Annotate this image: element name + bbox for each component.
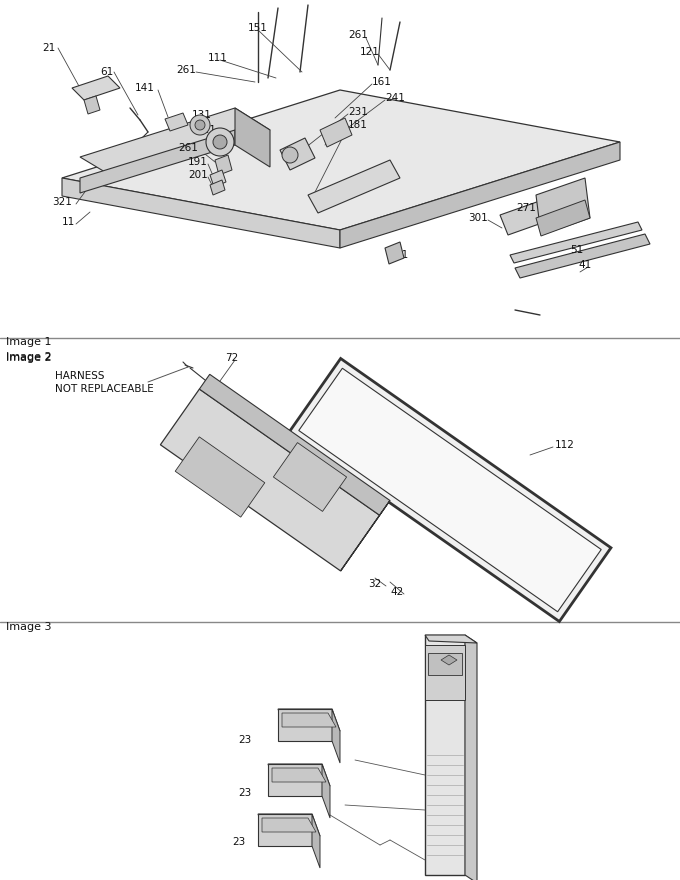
Polygon shape	[278, 709, 340, 731]
Polygon shape	[282, 713, 336, 727]
Text: 51: 51	[570, 245, 583, 255]
Circle shape	[206, 128, 234, 156]
Text: 23: 23	[238, 788, 251, 798]
Polygon shape	[385, 242, 404, 264]
Circle shape	[282, 147, 298, 163]
Polygon shape	[175, 436, 265, 517]
Text: 181: 181	[348, 120, 368, 130]
Polygon shape	[258, 814, 312, 846]
Polygon shape	[210, 170, 226, 187]
Polygon shape	[84, 96, 100, 114]
Text: 23: 23	[232, 837, 245, 847]
Polygon shape	[165, 113, 188, 131]
Polygon shape	[262, 818, 316, 832]
Circle shape	[195, 120, 205, 130]
Polygon shape	[332, 709, 340, 763]
Polygon shape	[268, 764, 322, 796]
Text: 231: 231	[348, 107, 368, 117]
Text: 321: 321	[52, 197, 72, 207]
Text: 112: 112	[555, 440, 575, 450]
Polygon shape	[235, 108, 270, 167]
Text: 72: 72	[225, 353, 238, 363]
Polygon shape	[258, 814, 320, 836]
Text: 221: 221	[196, 125, 216, 135]
Text: HARNESS: HARNESS	[55, 371, 105, 381]
Polygon shape	[280, 138, 315, 170]
Polygon shape	[72, 76, 120, 100]
Text: Image 2: Image 2	[6, 352, 52, 362]
Text: 261: 261	[348, 30, 368, 40]
Text: 261: 261	[178, 143, 198, 153]
Text: 201: 201	[188, 170, 208, 180]
Text: 121: 121	[360, 47, 380, 57]
Text: 42: 42	[390, 587, 403, 597]
Polygon shape	[465, 635, 477, 880]
Polygon shape	[80, 130, 235, 193]
Text: 61: 61	[100, 67, 114, 77]
Text: 32: 32	[368, 579, 381, 589]
Polygon shape	[199, 374, 390, 516]
Text: 81: 81	[395, 250, 408, 260]
Text: 151: 151	[248, 23, 268, 33]
Polygon shape	[62, 178, 340, 248]
Polygon shape	[425, 635, 477, 643]
Text: NOT REPLACEABLE: NOT REPLACEABLE	[55, 384, 154, 394]
Polygon shape	[425, 635, 465, 875]
Polygon shape	[299, 368, 601, 612]
Text: 301: 301	[468, 213, 488, 223]
Polygon shape	[322, 764, 330, 818]
Text: 11: 11	[62, 217, 75, 227]
Polygon shape	[278, 709, 332, 741]
Text: Image 1: Image 1	[6, 337, 52, 347]
Polygon shape	[272, 768, 326, 782]
Polygon shape	[308, 160, 400, 213]
Text: 261: 261	[176, 65, 196, 75]
Text: 111: 111	[208, 53, 228, 63]
Text: Image 3: Image 3	[6, 622, 52, 632]
Polygon shape	[441, 655, 457, 665]
Polygon shape	[320, 118, 352, 147]
Text: 23: 23	[238, 735, 251, 745]
Polygon shape	[510, 222, 642, 263]
Polygon shape	[160, 389, 379, 571]
Polygon shape	[80, 108, 270, 178]
Polygon shape	[341, 501, 390, 571]
Text: 191: 191	[188, 157, 208, 167]
Polygon shape	[500, 198, 556, 235]
Polygon shape	[268, 764, 330, 786]
Polygon shape	[312, 814, 320, 868]
Polygon shape	[289, 358, 611, 621]
Polygon shape	[340, 142, 620, 248]
Text: 41: 41	[578, 260, 591, 270]
Polygon shape	[515, 234, 650, 278]
Text: 241: 241	[385, 93, 405, 103]
Text: 271: 271	[516, 203, 536, 213]
Polygon shape	[428, 653, 462, 675]
Polygon shape	[62, 90, 620, 230]
Polygon shape	[273, 443, 347, 511]
Circle shape	[213, 135, 227, 149]
Polygon shape	[536, 200, 590, 236]
Text: 131: 131	[192, 110, 212, 120]
Text: 21: 21	[42, 43, 55, 53]
Polygon shape	[210, 180, 225, 195]
Text: Image 2: Image 2	[6, 353, 52, 363]
Polygon shape	[215, 155, 232, 175]
Text: 141: 141	[135, 83, 155, 93]
Polygon shape	[536, 178, 590, 235]
Polygon shape	[425, 645, 465, 700]
Text: 161: 161	[372, 77, 392, 87]
Circle shape	[190, 115, 210, 135]
